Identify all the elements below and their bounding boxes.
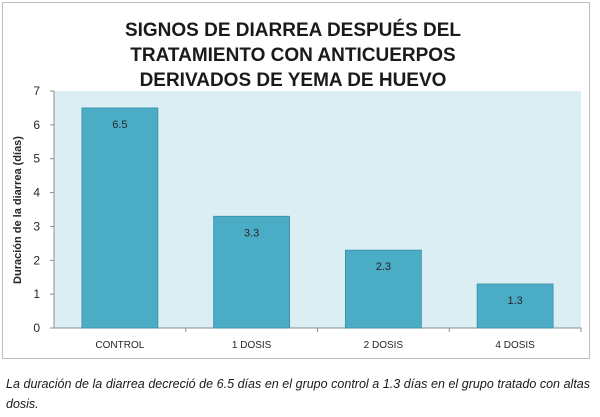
category-label: 4 DOSIS (495, 340, 535, 351)
bar-chart: SIGNOS DE DIARREA DESPUÉS DEL TRATAMIENT… (12, 19, 582, 351)
category-label: CONTROL (95, 340, 144, 351)
bar (344, 249, 422, 329)
y-tick-label: 1 (33, 287, 40, 301)
data-label: 1.3 (507, 295, 522, 307)
bars (81, 107, 554, 329)
y-tick-label: 0 (33, 321, 40, 335)
y-tick-labels: 0 1 2 3 4 5 6 7 (33, 84, 54, 335)
category-label: 1 DOSIS (232, 340, 272, 351)
data-label: 2.3 (376, 261, 391, 273)
y-tick-label: 6 (33, 118, 40, 132)
y-axis-title: Duración de la diarrea (días) (12, 136, 24, 284)
category-label: 2 DOSIS (364, 340, 404, 351)
category-labels: CONTROL 1 DOSIS 2 DOSIS 4 DOSIS (95, 328, 582, 351)
chart-title-line-2: TRATAMIENTO CON ANTICUERPOS (130, 45, 455, 66)
data-labels: 6.5 3.3 2.3 1.3 (112, 119, 523, 307)
data-label: 6.5 (112, 119, 127, 131)
figure-caption: La duración de la diarrea decreció de 6.… (6, 377, 590, 411)
data-label: 3.3 (244, 227, 259, 239)
y-tick-label: 4 (33, 186, 40, 200)
bar (213, 215, 291, 329)
chart-title-line-1: SIGNOS DE DIARREA DESPUÉS DEL (125, 19, 461, 41)
bar (476, 283, 554, 329)
y-tick-label: 3 (33, 219, 40, 233)
bar (81, 107, 159, 329)
chart-frame: SIGNOS DE DIARREA DESPUÉS DEL TRATAMIENT… (2, 2, 590, 359)
y-tick-label: 5 (33, 152, 40, 166)
chart-title-line-3: DERIVADOS DE YEMA DE HUEVO (140, 70, 447, 91)
y-tick-label: 7 (33, 84, 40, 98)
y-tick-label: 2 (33, 253, 40, 267)
